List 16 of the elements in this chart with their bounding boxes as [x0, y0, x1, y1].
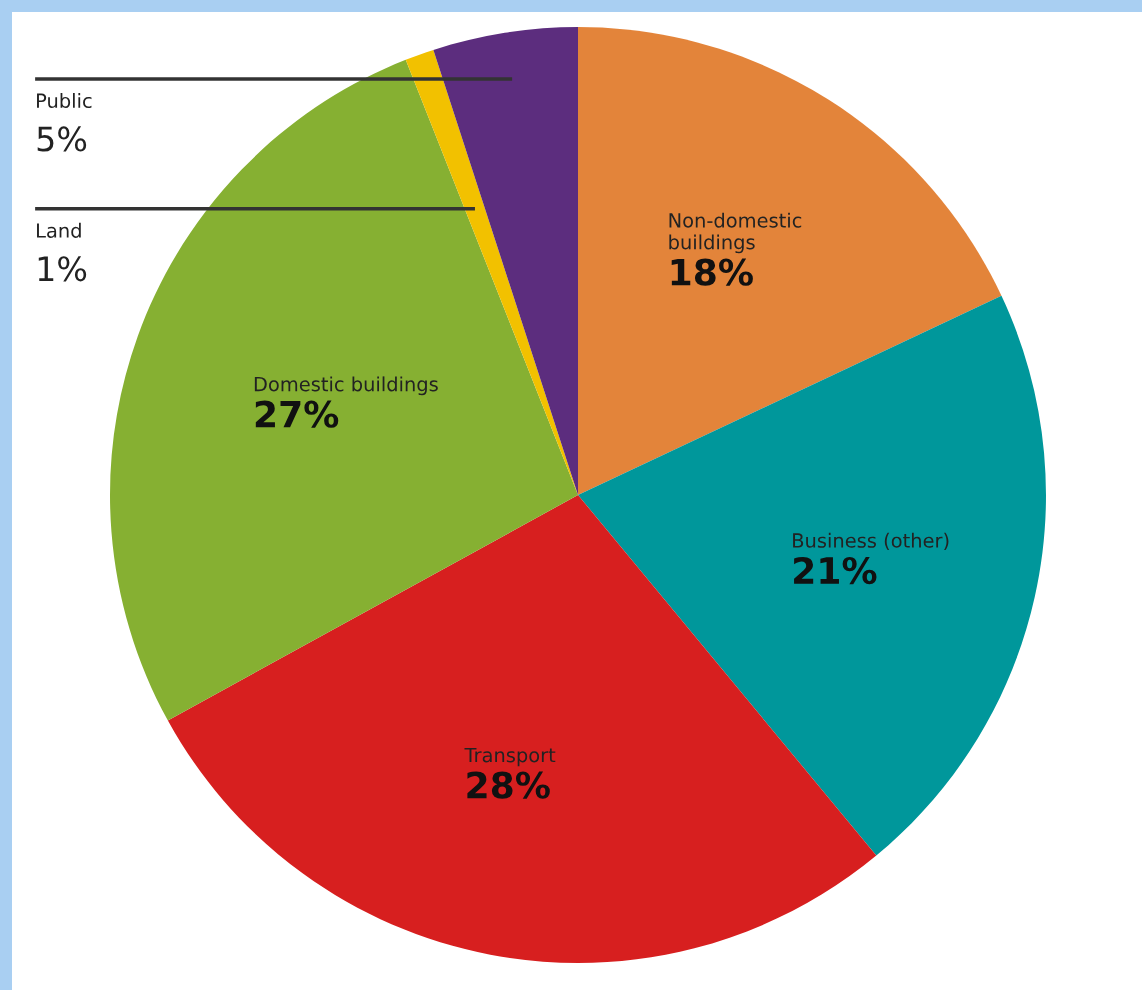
data-label: 1% [38, 256, 87, 282]
data-label: 5% [37, 126, 87, 152]
slice-label: Public [37, 93, 92, 109]
pie-slice [578, 295, 1046, 856]
slice-label: Non-domestic buildings [669, 212, 802, 254]
slice-label: Transport [464, 747, 556, 767]
data-label: 27% [255, 400, 339, 428]
pie-slice [578, 27, 1002, 495]
data-label: 28% [467, 771, 550, 799]
data-label: 21% [794, 556, 877, 585]
data-label: 18% [671, 258, 753, 286]
slice-label: Land [37, 222, 81, 238]
pie-slice [110, 59, 578, 721]
pie-slice [167, 495, 877, 963]
slice-label: Domestic buildings [254, 376, 438, 396]
slice-label: Business (other) [793, 532, 949, 551]
